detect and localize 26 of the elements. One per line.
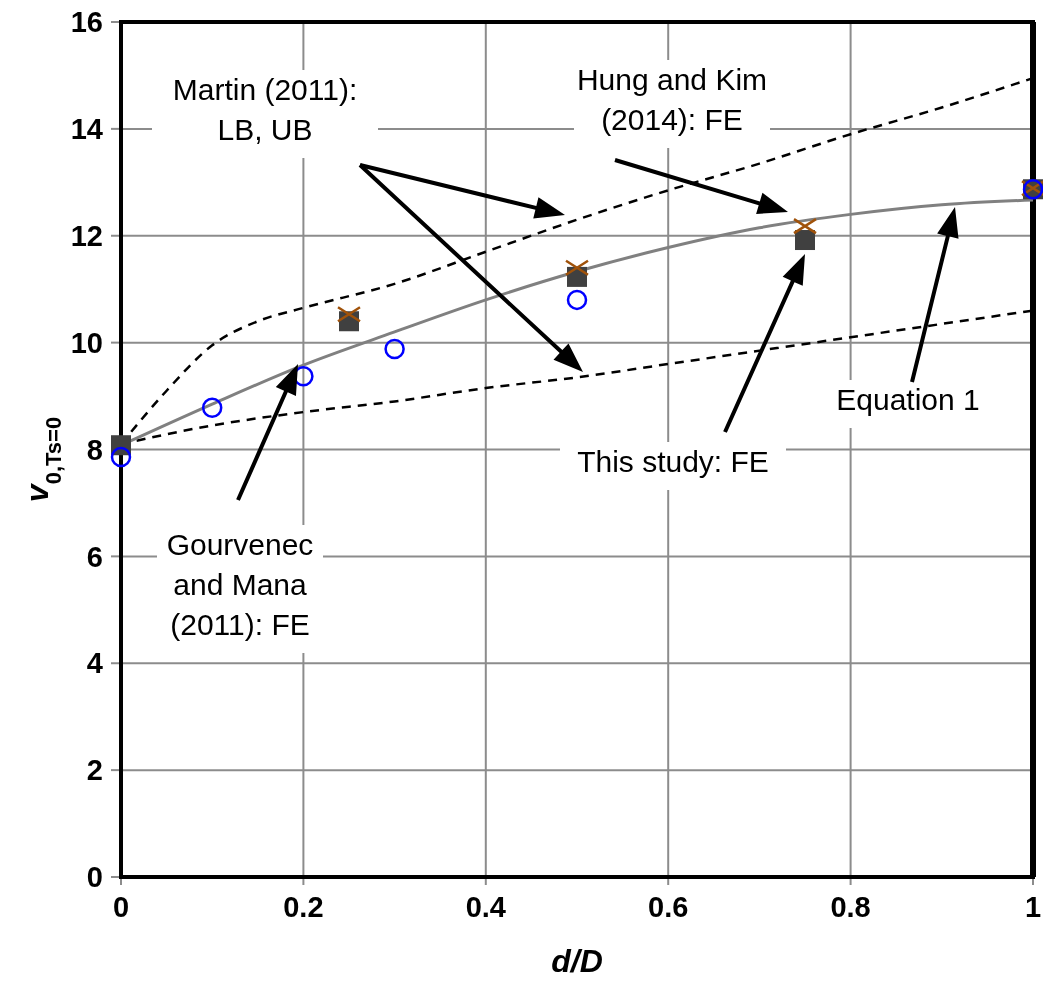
- annotation: Gourvenec and Mana (2011): FE: [166, 528, 314, 641]
- x-tick-label: 0.8: [830, 891, 871, 923]
- annotation: Equation 1: [836, 383, 980, 416]
- y-tick-label: 8: [86, 433, 103, 466]
- y-tick-label: 4: [86, 647, 103, 680]
- y-tick-label: 2: [86, 754, 103, 787]
- x-tick-label: 0.4: [465, 891, 506, 923]
- x-tick-label: 0.2: [283, 891, 324, 923]
- annotation: Martin (2011): LB, UB: [172, 73, 358, 146]
- point: [384, 338, 405, 360]
- y-tick-label: 12: [70, 219, 103, 252]
- annotation: This study: FE: [577, 445, 769, 478]
- point: [795, 230, 815, 251]
- x-tick-label: 0.6: [648, 891, 689, 923]
- y-tick-label: 10: [70, 326, 103, 359]
- annotation: Hung and Kim (2014): FE: [576, 63, 768, 136]
- x-axis-title: d/D: [551, 943, 603, 979]
- x-tick-label: 0: [112, 891, 130, 923]
- x-tick-label: 1: [1024, 891, 1042, 923]
- y-tick-label: 14: [70, 113, 103, 146]
- point: [110, 446, 132, 468]
- point: [566, 289, 588, 311]
- y-tick-label: 6: [86, 540, 103, 573]
- y-tick-label: 0: [86, 861, 103, 894]
- y-tick-label: 16: [70, 6, 103, 39]
- point: [201, 397, 223, 419]
